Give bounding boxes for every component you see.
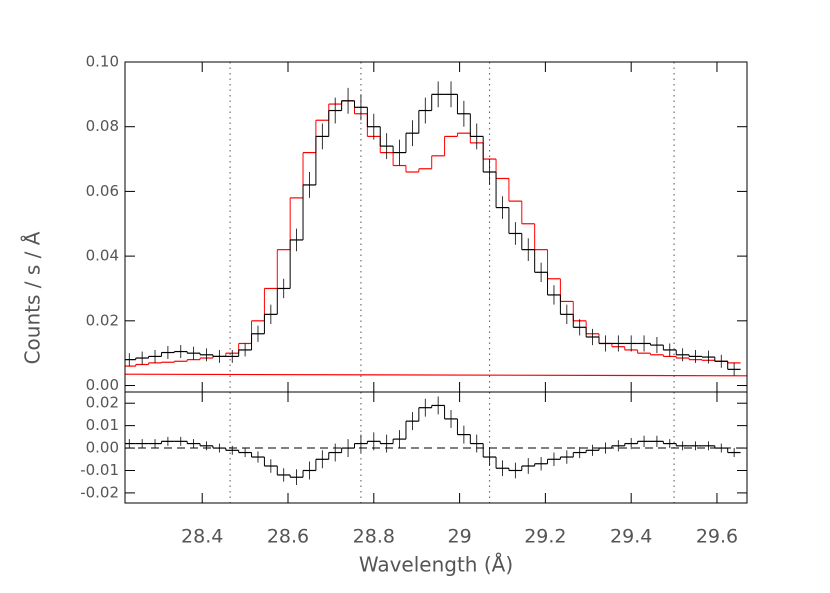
y-tick-label: 0.08 [86,117,119,135]
panel-frame [124,391,748,504]
residual-panel [125,392,747,503]
panel-frame [124,61,748,393]
x-tick-label: 28.8 [353,526,395,548]
x-tick-label: 28.4 [181,526,223,548]
x-tick-label: 28.6 [267,526,309,548]
y-tick-label: -0.02 [80,483,119,501]
y-tick-label: 0.10 [86,53,119,71]
y-tick-label: 0.02 [86,311,119,329]
y-tick-label: -0.01 [80,461,119,479]
x-tick-label: 29.4 [610,526,652,548]
continuum-line [125,373,747,377]
y-axis-label: Counts / s / Å [21,231,45,364]
x-tick-label: 29 [447,526,471,548]
axes: 0.000.020.040.060.080.10-0.02-0.010.000.… [80,53,748,548]
x-tick-label: 29.6 [696,526,738,548]
x-axis-label: Wavelength (Å) [359,553,513,577]
y-tick-label: 0.00 [86,439,119,457]
x-tick-label: 29.2 [524,526,566,548]
y-tick-label: 0.04 [86,247,119,265]
y-tick-label: 0.06 [86,182,119,200]
y-tick-label: 0.02 [86,394,119,412]
top-panel [125,62,747,392]
y-tick-label: 0.01 [86,416,119,434]
y-tick-label: 0.00 [86,376,119,394]
